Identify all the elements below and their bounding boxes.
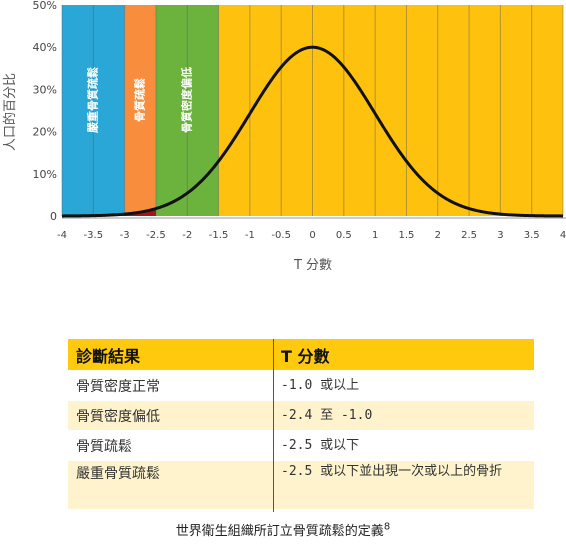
y-tick-label: 20% (33, 126, 57, 139)
region-band (218, 5, 563, 216)
y-axis-label: 人口的百分比 (2, 73, 18, 151)
x-tick-label: 0 (309, 230, 315, 241)
x-tick-label: 2 (435, 230, 441, 241)
cell-t-score: -2.5 或以下 (281, 437, 360, 453)
cell-t-score: -2.4 至 -1.0 (281, 407, 373, 423)
y-tick-label: 0 (50, 210, 57, 223)
x-tick-label: -3.5 (84, 230, 104, 241)
region-label: 骨質密度偏低 (179, 67, 193, 133)
cell-diagnosis: 骨質密度正常 (76, 378, 160, 395)
table-header-row: 診斷結果 T 分數 (68, 339, 534, 370)
x-tick-label: -4 (57, 230, 67, 241)
region-label: 骨質疏鬆 (132, 78, 146, 122)
table-column-divider (273, 339, 274, 512)
x-tick-label: 4 (560, 230, 566, 241)
region-label: 嚴重骨質疏鬆 (85, 67, 99, 133)
x-tick-label: -2.5 (146, 230, 166, 241)
cell-diagnosis: 骨質疏鬆 (76, 438, 132, 455)
caption-text: 世界衛生組織所訂立骨質疏鬆的定義 (175, 524, 384, 539)
x-tick-label: 3 (497, 230, 503, 241)
cell-diagnosis: 骨質密度偏低 (76, 408, 160, 425)
y-tick-label: 40% (33, 41, 57, 54)
cell-t-score: -2.5 或以下並出現一次或以上的骨折 (281, 464, 503, 479)
normal-distribution-curve (62, 45, 563, 218)
table-row: 嚴重骨質疏鬆 -2.5 或以下並出現一次或以上的骨折 (68, 461, 534, 509)
x-tick-label: 1 (372, 230, 378, 241)
x-tick-label: 2.5 (461, 230, 477, 241)
header-diagnosis: 診斷結果 (76, 346, 141, 366)
x-tick-label: -0.5 (271, 230, 291, 241)
x-tick-label: -2 (182, 230, 192, 241)
x-tick-label: -3 (120, 230, 130, 241)
figure-caption: 世界衛生組織所訂立骨質疏鬆的定義8 (0, 520, 566, 539)
x-axis-label: T 分數 (293, 258, 332, 273)
cell-diagnosis: 嚴重骨質疏鬆 (76, 466, 160, 482)
table-row: 骨質疏鬆 -2.5 或以下 (68, 430, 534, 461)
x-tick-label: 1.5 (398, 230, 414, 241)
table-row: 骨質密度偏低 -2.4 至 -1.0 (68, 401, 534, 430)
cell-t-score: -1.0 或以上 (281, 377, 360, 393)
y-tick-label: 50% (33, 0, 57, 12)
header-t-score: T 分數 (281, 346, 330, 366)
x-tick-label: 3.5 (524, 230, 540, 241)
x-tick-label: -1 (245, 230, 255, 241)
region-band (124, 5, 156, 216)
diagnosis-table: 診斷結果 T 分數 骨質密度正常 -1.0 或以上 骨質密度偏低 -2.4 至 … (68, 339, 534, 509)
caption-footnote: 8 (383, 521, 391, 533)
table-row: 骨質密度正常 -1.0 或以上 (68, 370, 534, 401)
bone-density-chart: 0 10% 20% 30% 40% 50% -4 -3.5 -3 -2.5 -2 -1.5 -1 -0.… (2, 0, 566, 273)
x-tick-label: -1.5 (209, 230, 229, 241)
region-band (155, 5, 219, 216)
y-tick-label: 30% (33, 83, 57, 96)
x-tick-label: 0.5 (336, 230, 352, 241)
region-band (62, 5, 125, 216)
y-tick-label: 10% (33, 168, 57, 181)
